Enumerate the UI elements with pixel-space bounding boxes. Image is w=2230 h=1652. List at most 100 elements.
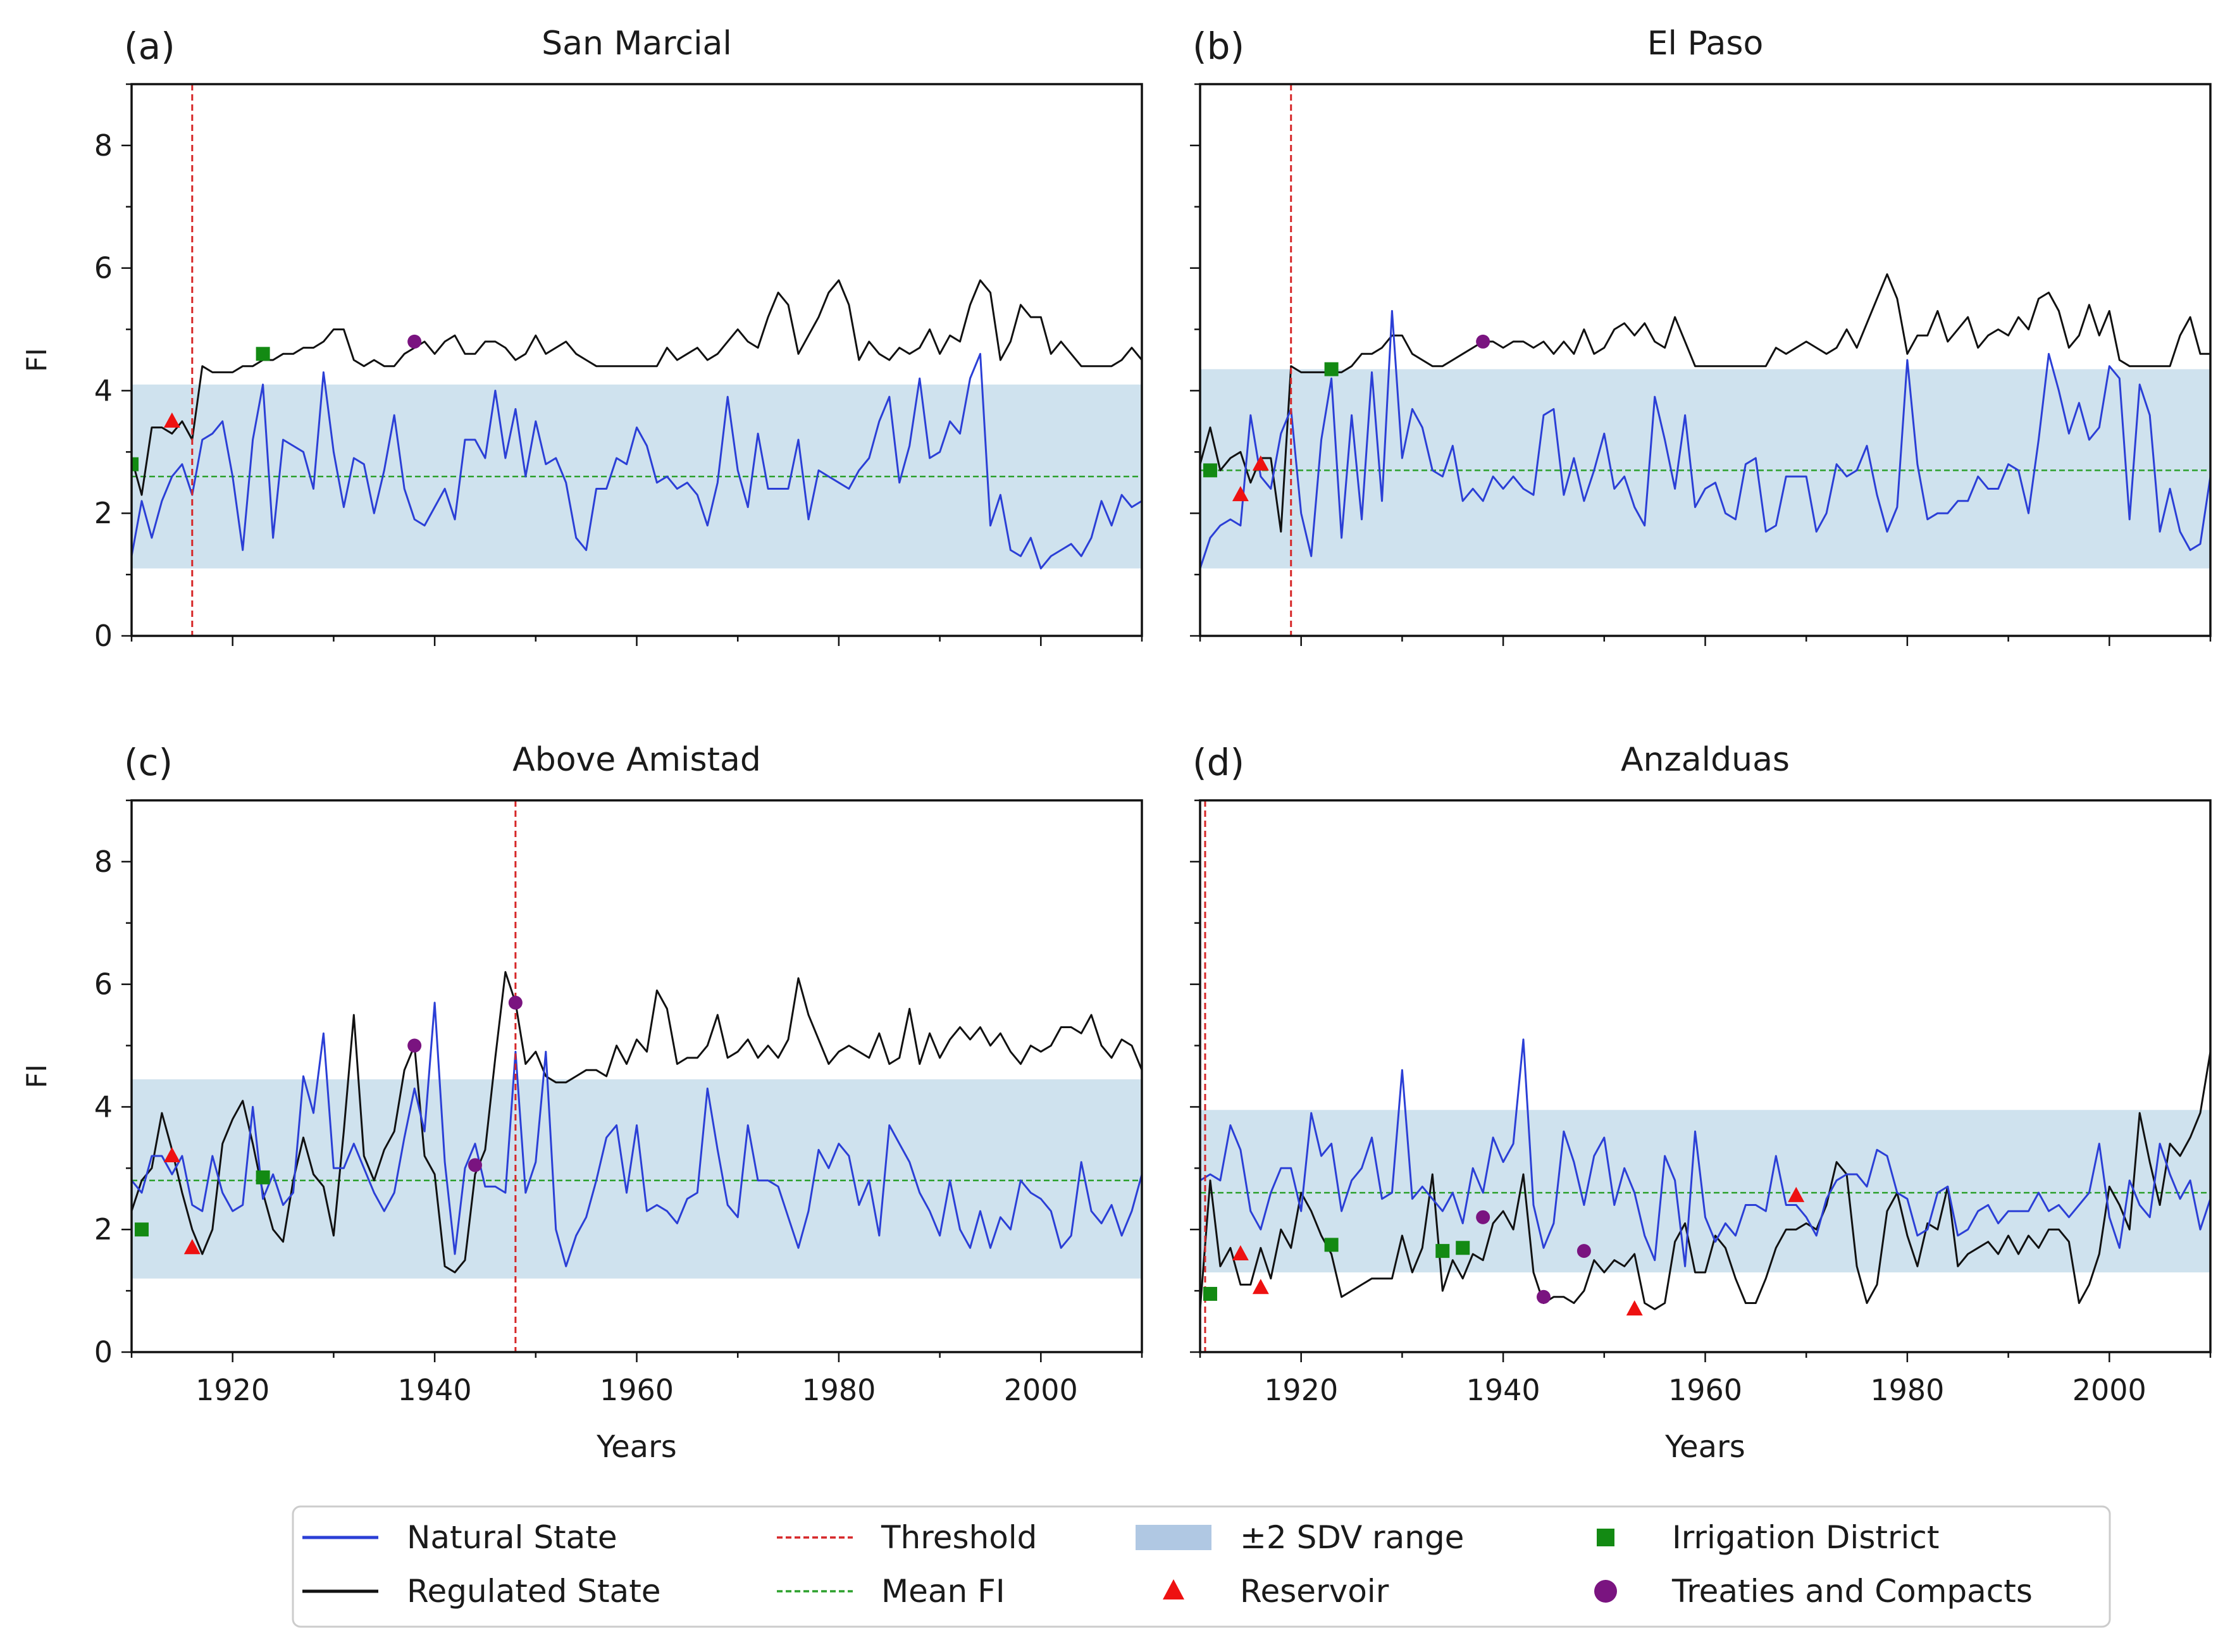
legend-item-natural: Natural State <box>302 1519 617 1556</box>
panel-2: (b) El Paso <box>1190 25 2212 646</box>
legend-swatch-reservoir <box>1163 1579 1184 1599</box>
reservoir-marker <box>163 1146 180 1162</box>
regulated-state-line <box>1200 273 2210 533</box>
x-tick-label: 1960 <box>1668 1373 1742 1407</box>
reservoir-marker <box>183 1239 201 1255</box>
legend-label-threshold: Threshold <box>881 1519 1037 1556</box>
x-tick-label: 1980 <box>1870 1373 1944 1407</box>
y-tick-label: 0 <box>94 619 113 653</box>
legend-label-band: ±2 SDV range <box>1240 1519 1464 1556</box>
treaty-marker <box>1576 1244 1591 1258</box>
plot-area <box>1200 84 2210 636</box>
regulated-state-line <box>132 279 1142 496</box>
x-tick-label: 2000 <box>2072 1373 2146 1407</box>
legend-box <box>292 1505 2111 1628</box>
panel-1: 0 2 4 6 8 FI (a) San Marcial <box>21 25 1143 653</box>
y-tick-label: 2 <box>94 496 113 530</box>
legend-item-irrigation: Irrigation District <box>1597 1519 1940 1556</box>
panel-label: (b) <box>1192 25 1244 68</box>
treaty-marker <box>1536 1289 1551 1304</box>
reservoir-marker <box>1252 1279 1269 1295</box>
natural-state-line <box>132 352 1142 569</box>
x-tick-label: 1920 <box>1264 1373 1338 1407</box>
panel-title: San Marcial <box>542 25 732 63</box>
regulated-state-line <box>1200 1050 2210 1310</box>
irrigation-district-marker <box>1203 1286 1217 1301</box>
reservoir-marker <box>1232 486 1249 502</box>
irrigation-district-marker <box>1203 463 1217 478</box>
irrigation-district-marker <box>256 347 270 361</box>
y-axis-label: FI <box>21 348 53 372</box>
legend-item-reservoir: Reservoir <box>1163 1573 1389 1610</box>
legend-swatch-treaty <box>1594 1580 1617 1603</box>
irrigation-district-marker <box>1456 1241 1470 1255</box>
treaty-marker <box>407 334 422 349</box>
irrigation-district-marker <box>134 1222 149 1237</box>
x-axis-label: Years <box>1664 1429 1745 1465</box>
reservoir-marker <box>1252 455 1269 471</box>
natural-state-line <box>132 1002 1142 1267</box>
x-axis-label: Years <box>596 1429 677 1465</box>
legend-item-band: ±2 SDV range <box>1136 1519 1464 1556</box>
legend-swatch-irrigation <box>1597 1529 1614 1546</box>
legend-label-reservoir: Reservoir <box>1240 1573 1389 1610</box>
y-tick-label: 4 <box>94 1090 113 1124</box>
y-tick-label: 0 <box>94 1335 113 1369</box>
sdv-band <box>1200 369 2210 569</box>
treaty-marker <box>1476 334 1490 349</box>
panel-label: (a) <box>124 25 175 68</box>
y-tick-label: 2 <box>94 1212 113 1246</box>
treaty-marker <box>468 1158 482 1172</box>
legend-label-treaty: Treaties and Compacts <box>1671 1573 2033 1610</box>
plot-area <box>132 84 1142 636</box>
legend-label-natural: Natural State <box>407 1519 617 1556</box>
irrigation-district-marker <box>256 1170 270 1184</box>
x-tick-label: 1960 <box>600 1373 674 1407</box>
irrigation-district-marker <box>132 457 139 471</box>
reservoir-marker <box>163 412 180 428</box>
x-tick-label: 1940 <box>1466 1373 1540 1407</box>
x-tick-label: 1980 <box>802 1373 876 1407</box>
reservoir-marker <box>1232 1245 1249 1260</box>
y-tick-label: 8 <box>94 845 113 879</box>
x-tick-label: 1940 <box>398 1373 472 1407</box>
treaty-marker <box>508 995 523 1010</box>
panel-title: Above Amistad <box>512 741 761 779</box>
natural-state-line <box>1200 310 2210 569</box>
reservoir-marker <box>1626 1300 1643 1316</box>
y-tick-label: 4 <box>94 373 113 407</box>
natural-state-line <box>1200 1038 2210 1267</box>
y-tick-label: 6 <box>94 251 113 285</box>
panels-group: 0 2 4 6 8 FI (a) San Marcial (b) El Paso 0 2 4 6 8 FI 19… <box>21 25 2212 1465</box>
legend-item-threshold: Threshold <box>777 1519 1037 1556</box>
legend-label-regulated: Regulated State <box>407 1573 661 1610</box>
panel-title: El Paso <box>1647 25 1764 63</box>
legend-item-treaty: Treaties and Compacts <box>1594 1573 2033 1610</box>
x-tick-label: 2000 <box>1004 1373 1078 1407</box>
plot-area <box>1200 800 2210 1352</box>
legend-item-mean: Mean FI <box>777 1573 1005 1610</box>
reservoir-marker <box>1788 1186 1805 1202</box>
panel-label: (d) <box>1192 741 1244 784</box>
panel-label: (c) <box>124 741 173 784</box>
panel-4: 1920 1940 1960 1980 2000 Years (d) Anzalduas <box>1190 741 2212 1465</box>
panel-title: Anzalduas <box>1621 741 1790 779</box>
plot-area <box>132 800 1142 1352</box>
irrigation-district-marker <box>1435 1244 1450 1258</box>
sdv-band <box>1200 1110 2210 1273</box>
legend-swatch-band <box>1136 1525 1211 1550</box>
legend-item-regulated: Regulated State <box>302 1573 661 1610</box>
x-tick-label: 1920 <box>195 1373 269 1407</box>
irrigation-district-marker <box>1324 1238 1339 1252</box>
regulated-state-line <box>132 971 1142 1274</box>
y-axis-label: FI <box>21 1064 53 1088</box>
irrigation-district-marker <box>1324 362 1339 376</box>
treaty-marker <box>1476 1210 1490 1224</box>
legend-label-irrigation: Irrigation District <box>1672 1519 1940 1556</box>
treaty-marker <box>407 1038 422 1053</box>
y-tick-label: 6 <box>94 967 113 1002</box>
y-tick-label: 8 <box>94 128 113 163</box>
panel-3: 0 2 4 6 8 FI 1920 1940 1960 1980 2000 Years (c) Above… <box>21 741 1143 1465</box>
